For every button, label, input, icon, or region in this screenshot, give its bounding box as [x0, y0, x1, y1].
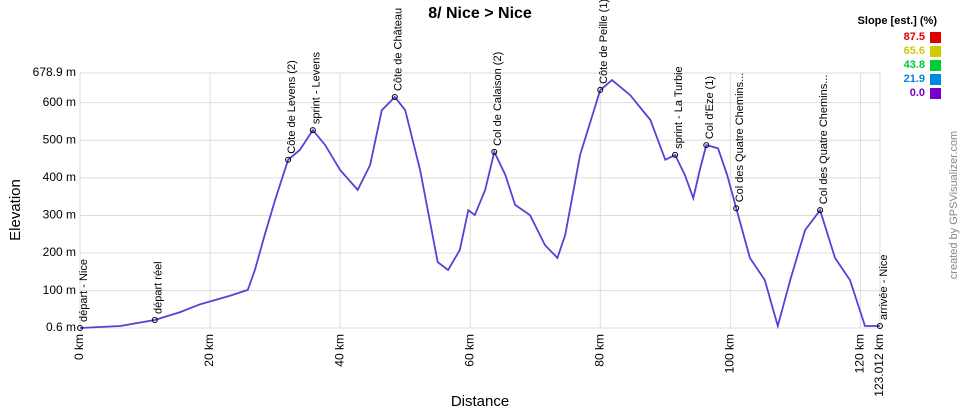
waypoint-marker: [733, 205, 740, 212]
x-tick-label: 0 km: [72, 334, 86, 360]
legend-swatch: [930, 74, 941, 85]
legend-label: 43.8: [904, 59, 925, 71]
y-tick-label: 300 m: [43, 208, 76, 222]
waypoint-label: Col des Quatre Chemins...: [818, 75, 830, 205]
waypoint-marker: [77, 325, 83, 331]
legend-swatch: [930, 46, 941, 57]
y-tick-label: 600 m: [43, 95, 76, 109]
elevation-line: [79, 78, 880, 330]
x-tick-label: 120 km: [853, 334, 867, 373]
y-axis-label: Elevation: [7, 179, 24, 241]
x-tick-label: 60 km: [462, 334, 476, 367]
legend-label: 0.0: [910, 87, 925, 99]
waypoint-marker: [391, 94, 398, 101]
legend-label: 87.5: [904, 31, 925, 43]
waypoint-marker: [597, 86, 604, 93]
legend-label: 21.9: [904, 73, 925, 85]
credit: created by GPSVisualizer.com: [948, 131, 960, 279]
waypoint-label: arrivée - Nice: [878, 255, 890, 320]
y-tick-label: 500 m: [43, 132, 76, 146]
x-tick-label: 80 km: [592, 334, 606, 367]
chart-title: 8/ Nice > Nice: [428, 5, 532, 22]
waypoint-label: Côte de Château: [393, 8, 405, 91]
y-tick-label: 400 m: [43, 170, 76, 184]
legend-swatch: [930, 32, 941, 43]
waypoint-marker: [285, 156, 292, 163]
waypoint-marker: [151, 316, 158, 323]
waypoint-marker: [491, 148, 498, 155]
waypoint-marker: [672, 151, 679, 158]
y-tick-label: 678.9 m: [33, 65, 76, 79]
x-tick-label: 123.012 km: [872, 334, 886, 397]
x-tick-label: 40 km: [332, 334, 346, 367]
waypoint-label: Col des Quatre Chemins...: [734, 73, 746, 203]
x-tick-label: 100 km: [723, 334, 737, 373]
legend-title: Slope [est.] (%): [858, 15, 938, 27]
waypoint-marker: [817, 207, 824, 214]
x-axis-label: Distance: [451, 393, 509, 410]
legend-swatch: [930, 60, 941, 71]
legend-swatch: [930, 88, 941, 99]
waypoint-label: départ - Nice: [78, 259, 90, 322]
waypoint-label: départ réel: [153, 261, 165, 314]
waypoint-marker: [703, 142, 710, 149]
waypoint-label: Côte de Levens (2): [286, 60, 298, 154]
waypoint-label: sprint - Levens: [311, 51, 323, 124]
waypoint-label: Col d'Eze (1): [704, 76, 716, 139]
waypoint-marker: [309, 127, 316, 134]
waypoint-marker: [876, 322, 883, 329]
y-tick-label: 0.6 m: [46, 320, 76, 334]
waypoint-label: sprint - La Turbie: [673, 66, 685, 149]
waypoint-label: Col de Calaison (2): [492, 52, 504, 146]
x-tick-label: 20 km: [202, 334, 216, 367]
y-tick-label: 200 m: [43, 245, 76, 259]
waypoint-label: Côte de Peille (1): [598, 0, 610, 84]
legend-label: 65.6: [904, 45, 925, 57]
y-tick-label: 100 m: [43, 283, 76, 297]
